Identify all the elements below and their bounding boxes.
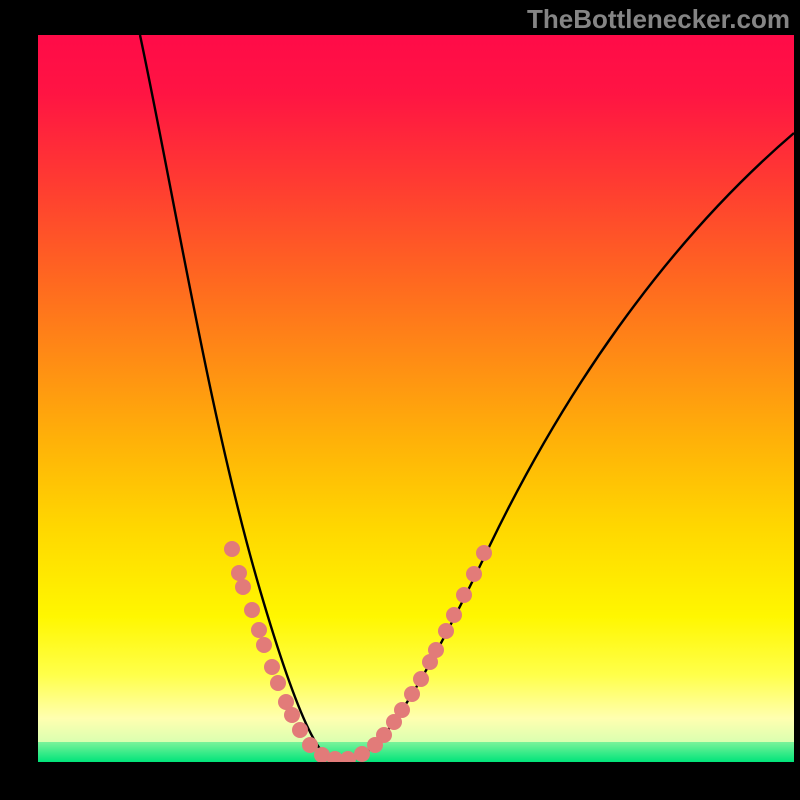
border-right: [794, 0, 800, 800]
overlay-dot: [251, 622, 267, 638]
green-strip: [38, 742, 794, 762]
overlay-dot: [270, 675, 286, 691]
overlay-dot: [428, 642, 444, 658]
overlay-dot: [438, 623, 454, 639]
chart-svg: [0, 0, 800, 800]
overlay-dot: [264, 659, 280, 675]
watermark-text: TheBottlenecker.com: [527, 4, 790, 35]
border-bottom: [0, 762, 800, 800]
overlay-dot: [235, 579, 251, 595]
overlay-dot: [354, 746, 370, 762]
overlay-dot: [394, 702, 410, 718]
overlay-dot: [244, 602, 260, 618]
overlay-dot: [413, 671, 429, 687]
gradient-area: [38, 35, 794, 762]
overlay-dot: [446, 607, 462, 623]
overlay-dot: [466, 566, 482, 582]
border-left: [0, 0, 38, 800]
overlay-dot: [456, 587, 472, 603]
overlay-dot: [224, 541, 240, 557]
overlay-dot: [231, 565, 247, 581]
overlay-dot: [404, 686, 420, 702]
overlay-dot: [292, 722, 308, 738]
overlay-dot: [256, 637, 272, 653]
overlay-dot: [284, 707, 300, 723]
chart-canvas: TheBottlenecker.com: [0, 0, 800, 800]
overlay-dot: [476, 545, 492, 561]
overlay-dot: [376, 727, 392, 743]
